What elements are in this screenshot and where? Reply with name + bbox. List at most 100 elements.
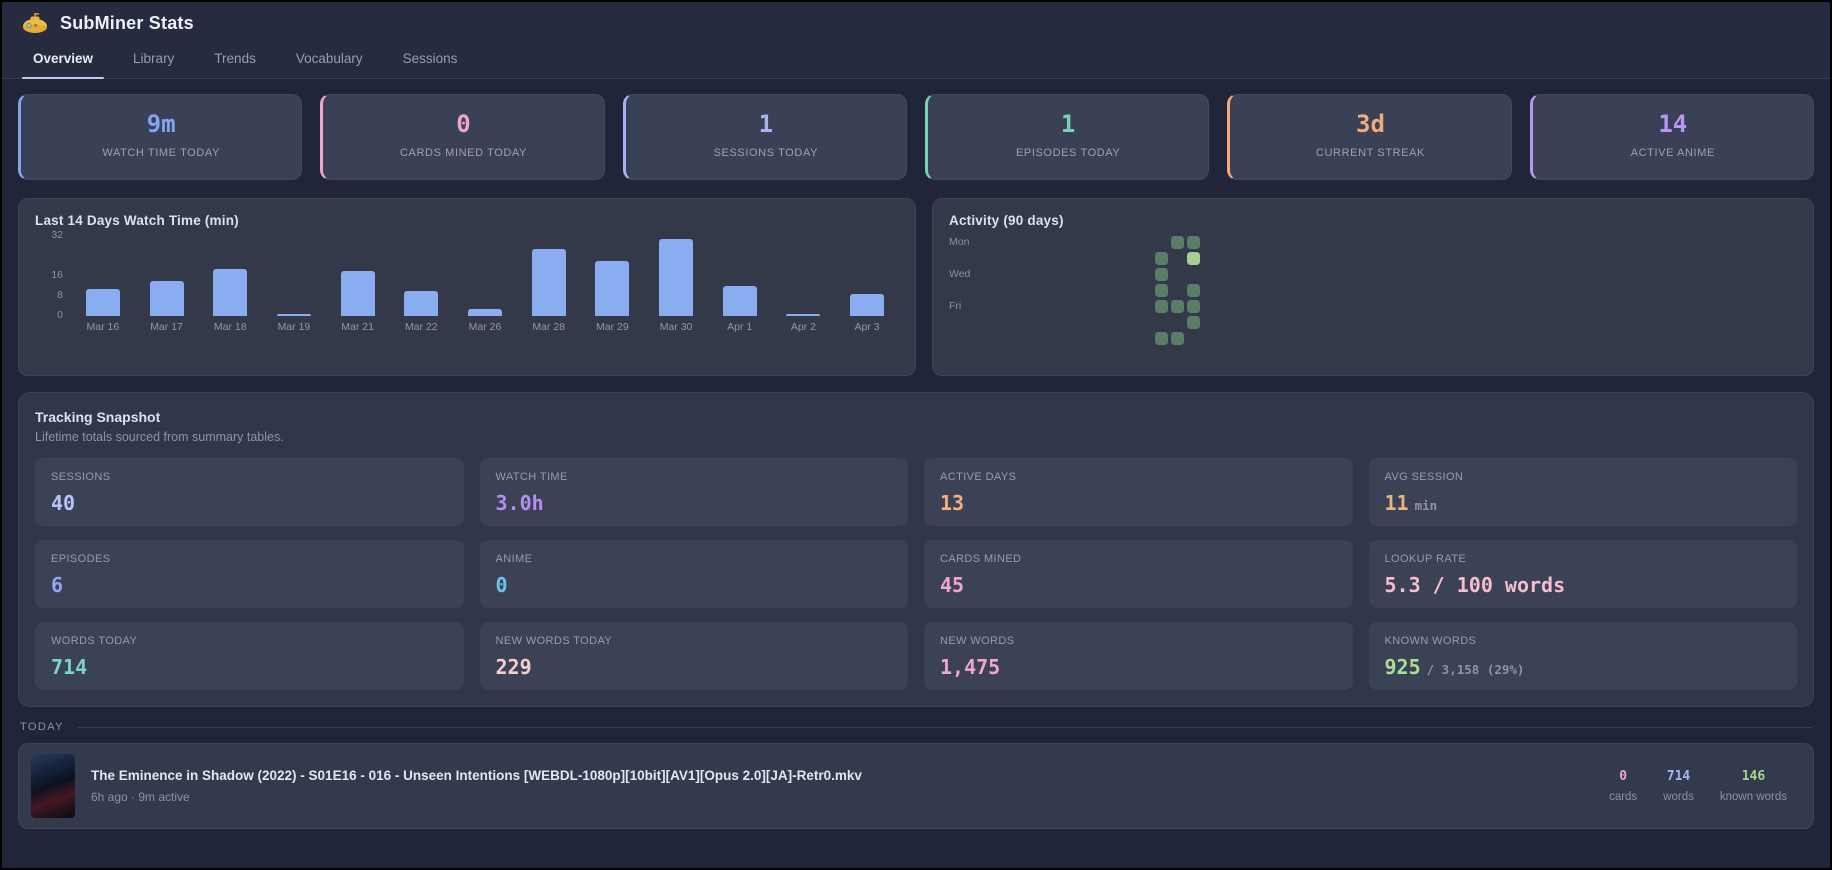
- bar-slot: [708, 236, 772, 316]
- stat-card-current-streak: 3d CURRENT STREAK: [1227, 94, 1512, 180]
- heatmap-cell: [1123, 236, 1136, 249]
- heatmap-cell: [1187, 236, 1200, 249]
- stat-value: 9m: [146, 110, 176, 138]
- episode-stat-label: known words: [1719, 791, 1787, 803]
- heatmap-cell: [995, 332, 1008, 345]
- heatmap-cell: [1139, 236, 1152, 249]
- x-tick-label: Mar 30: [659, 321, 693, 333]
- heatmap-cell: [1155, 300, 1168, 313]
- tab-trends[interactable]: Trends: [214, 51, 256, 66]
- heatmap-cell: [1043, 316, 1056, 329]
- x-tick-label: Apr 1: [727, 321, 753, 333]
- snapshot-card-label: ACTIVE DAYS: [940, 471, 1017, 483]
- activity-heatmap: Mon Wed Fri: [949, 236, 1797, 345]
- bar-mar-21: [340, 271, 375, 316]
- snapshot-card-new-words: NEW WORDS 1,475: [924, 622, 1353, 690]
- snapshot-card-sessions: SESSIONS 40: [35, 458, 464, 526]
- episode-stat-words: 714 words: [1663, 769, 1694, 803]
- submarine-icon: [22, 12, 48, 34]
- heatmap-cell: [1107, 284, 1120, 297]
- stat-label: SESSIONS TODAY: [713, 147, 819, 159]
- stat-card-sessions-today: 1 SESSIONS TODAY: [622, 94, 907, 180]
- heatmap-cell: [1155, 252, 1168, 265]
- today-stat-cards: 9m WATCH TIME TODAY 0 CARDS MINED TODAY 1 SES…: [18, 94, 1814, 180]
- heatmap-cell: [1011, 236, 1024, 249]
- snapshot-card-value-row: 13: [940, 491, 1337, 515]
- heatmap-cell: [1139, 332, 1152, 345]
- snapshot-card-value-row: 229: [496, 655, 893, 679]
- snapshot-card-label: KNOWN WORDS: [1384, 635, 1477, 647]
- snapshot-card-value-row: 3.0h: [496, 491, 893, 515]
- heatmap-cell: [1059, 316, 1072, 329]
- episode-title: The Eminence in Shadow (2022) - S01E16 -…: [91, 768, 862, 783]
- snapshot-card-cards-mined: CARDS MINED 45: [924, 540, 1353, 608]
- snapshot-card-label: CARDS MINED: [940, 553, 1022, 565]
- heatmap-cell: [1107, 316, 1120, 329]
- heatmap-cell: [1027, 284, 1040, 297]
- heatmap-cell: [1011, 316, 1024, 329]
- heatmap-cell: [1059, 252, 1072, 265]
- charts-row: Last 14 Days Watch Time (min) 32 16 8 0 Mar…: [18, 198, 1814, 376]
- heatmap-cell: [1027, 268, 1040, 281]
- snapshot-card-value-row: 1,475: [940, 655, 1337, 679]
- snapshot-card-value-row: 925 / 3,158 (29%): [1385, 655, 1782, 679]
- heatmap-cell: [1123, 316, 1136, 329]
- heatmap-cell: [1171, 252, 1184, 265]
- episode-stat-known-words: 146 known words: [1720, 769, 1787, 803]
- bar-slot: [772, 236, 836, 316]
- snapshot-subtitle: Lifetime totals sourced from summary tab…: [35, 430, 284, 444]
- snapshot-card-value: 229: [495, 655, 532, 679]
- bar-slot: [198, 236, 262, 316]
- snapshot-card-value: 45: [940, 573, 965, 597]
- bar-slot: [835, 236, 899, 316]
- heatmap-cell: [1171, 268, 1184, 281]
- heatmap-cell: [1075, 236, 1088, 249]
- bar-mar-30: [659, 238, 694, 316]
- snapshot-card-value: 13: [940, 491, 965, 515]
- tab-overview[interactable]: Overview: [16, 40, 110, 79]
- heatmap-cell: [1011, 332, 1024, 345]
- y-tick-label: 32: [51, 229, 63, 241]
- app-header: SubMiner Stats: [2, 2, 1830, 40]
- heatmap-cell: [1091, 268, 1104, 281]
- tab-library[interactable]: Library: [133, 51, 175, 66]
- x-tick-label: Apr 3: [854, 321, 880, 333]
- heatmap-cell: [1011, 252, 1024, 265]
- heatmap-cell: [1091, 300, 1104, 313]
- heatmap-cell: [1171, 236, 1184, 249]
- bar-mar-19: [276, 313, 311, 316]
- bar-slot: [644, 236, 708, 316]
- heatmap-cell: [1075, 316, 1088, 329]
- snapshot-card-value: 3.0h: [495, 491, 544, 515]
- heatmap-cell: [1043, 268, 1056, 281]
- heatmap-cell: [1123, 268, 1136, 281]
- snapshot-card-value-row: 45: [940, 573, 1337, 597]
- episode-stat-value: 714: [1666, 769, 1691, 784]
- snapshot-card-value: 11: [1384, 491, 1409, 515]
- x-tick-label: Mar 21: [341, 321, 374, 333]
- heatmap-cell: [1187, 332, 1200, 345]
- snapshot-card-episodes: EPISODES 6: [35, 540, 464, 608]
- tab-vocabulary[interactable]: Vocabulary: [295, 51, 363, 66]
- x-tick-label: Mar 17: [150, 321, 183, 333]
- snapshot-card-avg-session: AVG SESSION 11 min: [1368, 458, 1797, 526]
- bar-chart: 32 16 8 0 Mar 16 Mar 17 Mar 18 Mar 19 Mar 21 Mar…: [35, 229, 899, 333]
- stat-card-cards-mined-today: 0 CARDS MINED TODAY: [320, 94, 605, 180]
- heatmap-cell: [1043, 284, 1056, 297]
- heatmap-cell: [995, 316, 1008, 329]
- heatmap-cell: [1187, 268, 1200, 281]
- x-tick-label: Mar 22: [404, 321, 438, 333]
- heatmap-cell: [1187, 284, 1200, 297]
- heatmap-cell: [1107, 268, 1120, 281]
- episode-row[interactable]: The Eminence in Shadow (2022) - S01E16 -…: [18, 743, 1814, 829]
- snapshot-card-value-row: 5.3 / 100 words: [1385, 573, 1782, 597]
- stat-value: 0: [456, 110, 471, 138]
- episode-stats: 0 cards 714 words 146 known words: [1609, 769, 1787, 803]
- snapshot-card-label: NEW WORDS TODAY: [495, 635, 613, 647]
- snapshot-card-watch-time: WATCH TIME 3.0h: [479, 458, 908, 526]
- heatmap-cell: [1091, 332, 1104, 345]
- heatmap-cell: [1139, 268, 1152, 281]
- tab-sessions[interactable]: Sessions: [402, 51, 458, 66]
- day-label-wed: Wed: [949, 268, 971, 280]
